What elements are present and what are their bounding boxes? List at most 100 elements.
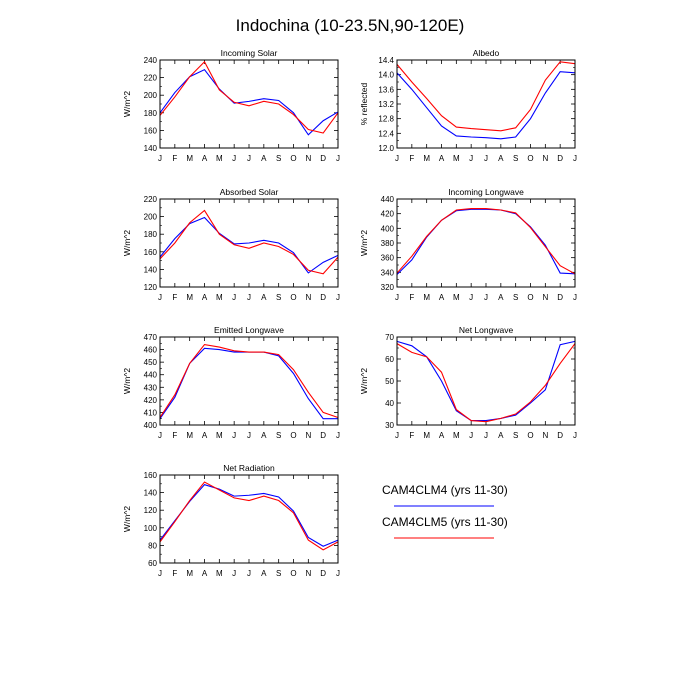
x-tick-label: J: [336, 154, 340, 163]
y-tick-label: 14.0: [378, 71, 394, 80]
x-tick-label: S: [513, 293, 518, 302]
plot-frame: [159, 474, 339, 564]
x-tick-label: J: [484, 154, 488, 163]
x-tick-label: F: [172, 293, 177, 302]
panel-emitted-longwave: Emitted Longwave W/m^2 400 410 420 430 440 450 4…: [122, 325, 340, 440]
x-tick-label: N: [542, 293, 548, 302]
x-tick-label: O: [290, 154, 296, 163]
x-tick-label: J: [573, 293, 577, 302]
figure-title: Indochina (10-23.5N,90-120E): [236, 16, 465, 35]
x-tick-label: J: [573, 431, 577, 440]
x-tick-label: A: [202, 431, 208, 440]
plot-frame: [396, 59, 576, 149]
x-tick-label: M: [216, 431, 223, 440]
panel-title: Net Radiation: [223, 463, 275, 473]
y-tick-label: 50: [385, 377, 394, 386]
plot-frame: [396, 336, 576, 426]
x-tick-label: N: [305, 569, 311, 578]
x-tick-label: D: [557, 293, 563, 302]
y-tick-label: 13.6: [378, 85, 394, 94]
x-tick-label: J: [247, 154, 251, 163]
x-tick-label: M: [423, 293, 430, 302]
x-tick-label: J: [232, 154, 236, 163]
x-tick-label: J: [232, 431, 236, 440]
panel-title: Emitted Longwave: [214, 325, 284, 335]
y-axis-label: % reflected: [359, 82, 369, 125]
series-line-cam4clm5: [396, 61, 576, 132]
x-tick-label: D: [557, 431, 563, 440]
x-tick-label: D: [557, 154, 563, 163]
x-tick-label: J: [395, 154, 399, 163]
y-tick-label: 360: [381, 254, 395, 263]
legend-entry-cam4clm4: CAM4CLM4 (yrs 11-30): [382, 483, 508, 507]
y-tick-label: 30: [385, 421, 394, 430]
series-line-cam4clm5: [396, 343, 576, 423]
x-tick-label: O: [290, 431, 296, 440]
series-line-cam4clm4: [159, 216, 339, 274]
x-tick-label: M: [423, 154, 430, 163]
x-tick-label: S: [276, 431, 281, 440]
x-tick-label: A: [439, 154, 445, 163]
panel-title: Net Longwave: [459, 325, 514, 335]
panel-title: Incoming Longwave: [448, 187, 524, 197]
y-tick-label: 40: [385, 399, 394, 408]
series-line-cam4clm4: [159, 484, 339, 547]
x-tick-label: A: [261, 293, 267, 302]
y-tick-label: 160: [144, 471, 158, 480]
x-tick-label: D: [320, 293, 326, 302]
y-tick-label: 410: [144, 408, 158, 417]
x-tick-label: O: [527, 154, 533, 163]
y-tick-label: 420: [144, 396, 158, 405]
y-axis-label: W/m^2: [359, 230, 369, 256]
x-tick-label: S: [276, 293, 281, 302]
legend-label: CAM4CLM4 (yrs 11-30): [382, 483, 508, 497]
x-tick-label: J: [469, 154, 473, 163]
x-tick-label: J: [336, 569, 340, 578]
panel-title: Incoming Solar: [221, 48, 278, 58]
x-tick-label: A: [498, 431, 504, 440]
y-tick-label: 470: [144, 333, 158, 342]
x-tick-label: S: [276, 154, 281, 163]
x-tick-label: J: [573, 154, 577, 163]
y-tick-label: 160: [144, 126, 158, 135]
x-tick-label: J: [158, 431, 162, 440]
panel-title: Albedo: [473, 48, 500, 58]
y-tick-label: 160: [144, 248, 158, 257]
x-tick-label: D: [320, 154, 326, 163]
y-tick-label: 60: [148, 559, 157, 568]
y-tick-label: 220: [144, 74, 158, 83]
x-tick-label: J: [232, 293, 236, 302]
y-tick-label: 320: [381, 283, 395, 292]
x-tick-label: F: [172, 154, 177, 163]
y-tick-label: 13.2: [378, 100, 394, 109]
y-tick-label: 440: [381, 195, 395, 204]
x-tick-label: O: [290, 293, 296, 302]
x-tick-label: S: [513, 431, 518, 440]
y-axis-label: W/m^2: [122, 91, 132, 117]
y-tick-label: 70: [385, 333, 394, 342]
y-tick-label: 140: [144, 265, 158, 274]
x-tick-label: S: [276, 569, 281, 578]
y-tick-label: 12.0: [378, 144, 394, 153]
x-tick-label: N: [542, 431, 548, 440]
x-tick-label: M: [186, 569, 193, 578]
legend: CAM4CLM4 (yrs 11-30) CAM4CLM5 (yrs 11-30): [382, 483, 508, 539]
x-tick-label: J: [336, 431, 340, 440]
series-line-cam4clm5: [159, 60, 339, 134]
y-axis-label: W/m^2: [122, 230, 132, 256]
x-tick-label: O: [290, 569, 296, 578]
x-tick-label: N: [542, 154, 548, 163]
x-tick-label: A: [498, 293, 504, 302]
panel-albedo: Albedo % reflected 12.0 12.4 12.8 13.2 13.6 14.…: [359, 48, 577, 163]
x-tick-label: A: [498, 154, 504, 163]
x-tick-label: N: [305, 431, 311, 440]
x-tick-label: N: [305, 154, 311, 163]
x-tick-label: F: [172, 431, 177, 440]
x-tick-label: M: [453, 154, 460, 163]
x-tick-label: J: [158, 293, 162, 302]
series-line-cam4clm5: [159, 343, 339, 418]
y-tick-label: 120: [144, 283, 158, 292]
x-tick-label: F: [409, 154, 414, 163]
